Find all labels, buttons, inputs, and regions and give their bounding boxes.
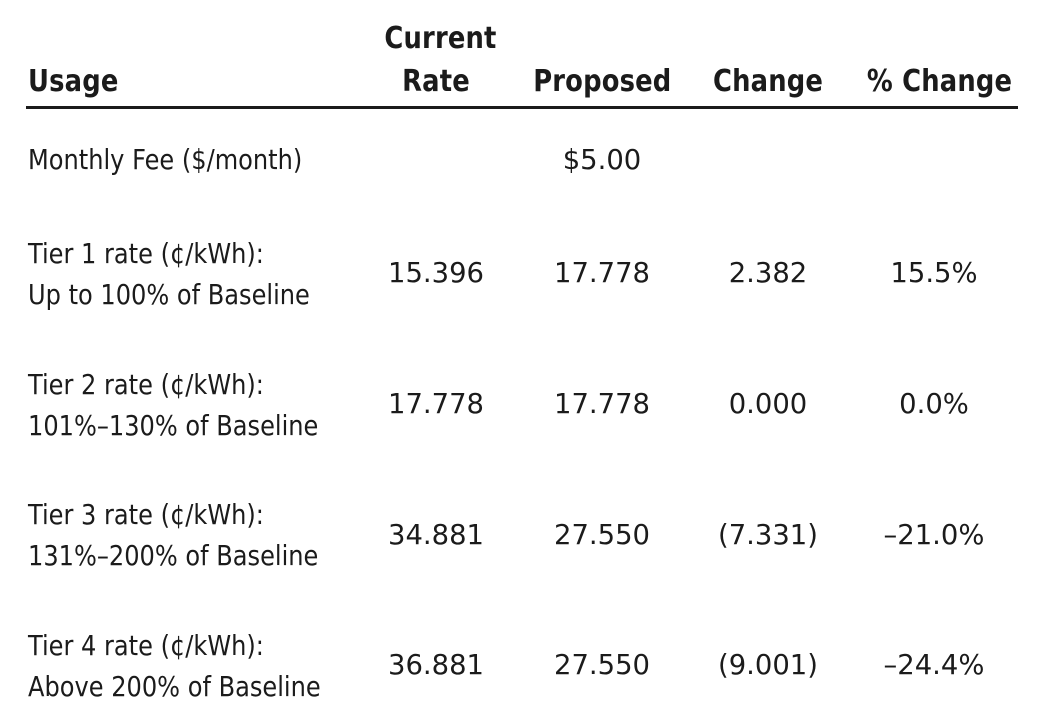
header-pct-change: % Change xyxy=(866,64,1013,99)
row-pct-change: –24.4% xyxy=(883,648,985,681)
header-current-rate-line2: Rate xyxy=(402,64,470,99)
row-pct-change: 15.5% xyxy=(890,256,978,289)
row-current: 17.778 xyxy=(387,387,485,420)
row-label: Tier 3 rate (¢/kWh): xyxy=(28,498,264,531)
row-change: (7.331) xyxy=(718,518,818,551)
row-label-sub: 101%–130% of Baseline xyxy=(28,409,319,442)
row-current: 36.881 xyxy=(387,648,485,681)
header-divider xyxy=(26,106,1018,109)
row-label-sub: 131%–200% of Baseline xyxy=(28,539,319,572)
row-pct-change: 0.0% xyxy=(899,387,969,420)
row-label: Tier 4 rate (¢/kWh): xyxy=(28,629,264,662)
row-change: 2.382 xyxy=(728,256,808,289)
row-label-sub: Up to 100% of Baseline xyxy=(28,278,310,311)
row-proposed: 17.778 xyxy=(553,256,651,289)
header-current-rate-line1: Current xyxy=(384,21,497,56)
row-pct-change: –21.0% xyxy=(883,518,985,551)
row-change: (9.001) xyxy=(718,648,818,681)
row-label-sub: Above 200% of Baseline xyxy=(28,670,321,703)
row-label: Tier 1 rate (¢/kWh): xyxy=(28,237,264,270)
row-proposed: 17.778 xyxy=(553,387,651,420)
row-change: 0.000 xyxy=(728,387,808,420)
row-label: Tier 2 rate (¢/kWh): xyxy=(28,368,264,401)
header-usage: Usage xyxy=(28,64,119,99)
header-change: Change xyxy=(712,64,824,99)
row-current: 15.396 xyxy=(387,256,485,289)
row-proposed: 27.550 xyxy=(553,648,651,681)
header-proposed: Proposed xyxy=(533,64,672,99)
row-proposed: 27.550 xyxy=(553,518,651,551)
row-current: 34.881 xyxy=(387,518,485,551)
row-label: Monthly Fee ($/month) xyxy=(28,143,303,176)
row-proposed: $5.00 xyxy=(562,143,642,176)
